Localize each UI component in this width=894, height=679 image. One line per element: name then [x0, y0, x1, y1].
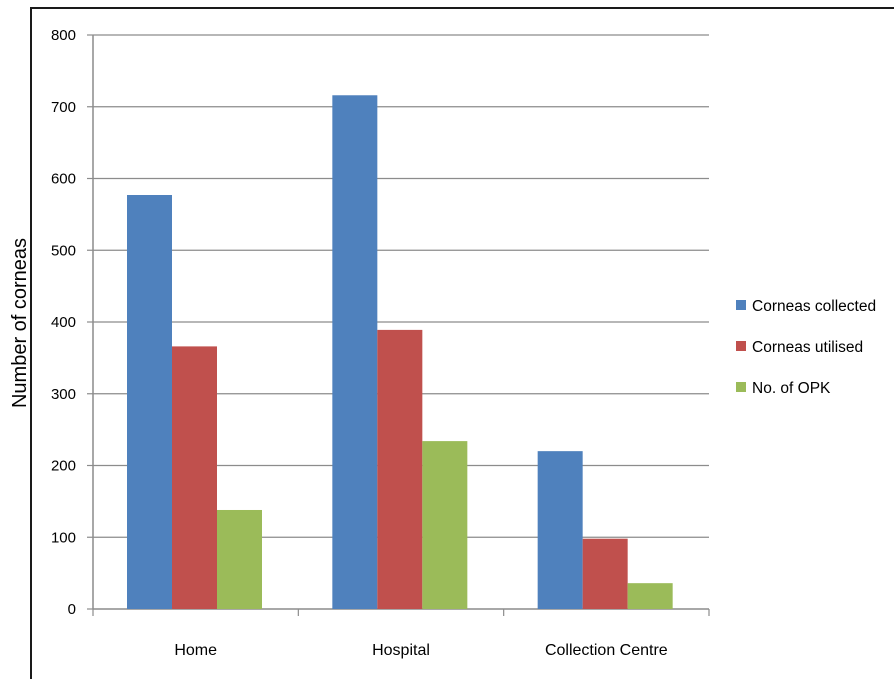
bar-corneas-utilised-collection-centre: [582, 538, 628, 609]
bar-no-of-opk-home: [217, 509, 262, 609]
y-tick-label: 500: [51, 242, 76, 259]
x-category-label: Home: [174, 642, 217, 659]
y-tick-label: 0: [68, 601, 76, 618]
y-tick-label: 800: [51, 27, 76, 44]
y-tick-label: 300: [51, 386, 76, 403]
bar-corneas-utilised-home: [172, 346, 217, 609]
legend-swatch: [736, 382, 746, 392]
y-tick-label: 100: [51, 529, 76, 546]
legend-label: Corneas utilised: [752, 339, 863, 356]
bar-corneas-collected-hospital: [332, 95, 378, 609]
legend-swatch: [736, 341, 746, 351]
bar-corneas-utilised-hospital: [377, 329, 423, 609]
bar-corneas-collected-home: [127, 195, 172, 609]
x-category-label: Collection Centre: [545, 642, 668, 659]
x-category-labels: Home Hospital Collection Centre: [174, 642, 667, 659]
y-tick-label: 700: [51, 99, 76, 116]
bar-no-of-opk-collection-centre: [627, 583, 673, 609]
legend: Corneas collected Corneas utilised No. of …: [736, 298, 876, 397]
y-tick-label: 600: [51, 171, 76, 188]
legend-swatch: [736, 300, 746, 310]
y-axis-label: Number of corneas: [9, 238, 31, 408]
legend-label: Corneas collected: [752, 298, 876, 315]
y-tick-label: 200: [51, 458, 76, 475]
bars: [127, 95, 673, 609]
x-category-label: Hospital: [372, 642, 430, 659]
y-tick-labels: 0 100 200 300 400 500 600 700 800: [51, 27, 76, 618]
y-tick-label: 400: [51, 314, 76, 331]
chart-border: [30, 7, 894, 679]
legend-label: No. of OPK: [752, 380, 831, 397]
bar-no-of-opk-hospital: [422, 441, 468, 609]
bar-corneas-collected-collection-centre: [537, 451, 583, 609]
